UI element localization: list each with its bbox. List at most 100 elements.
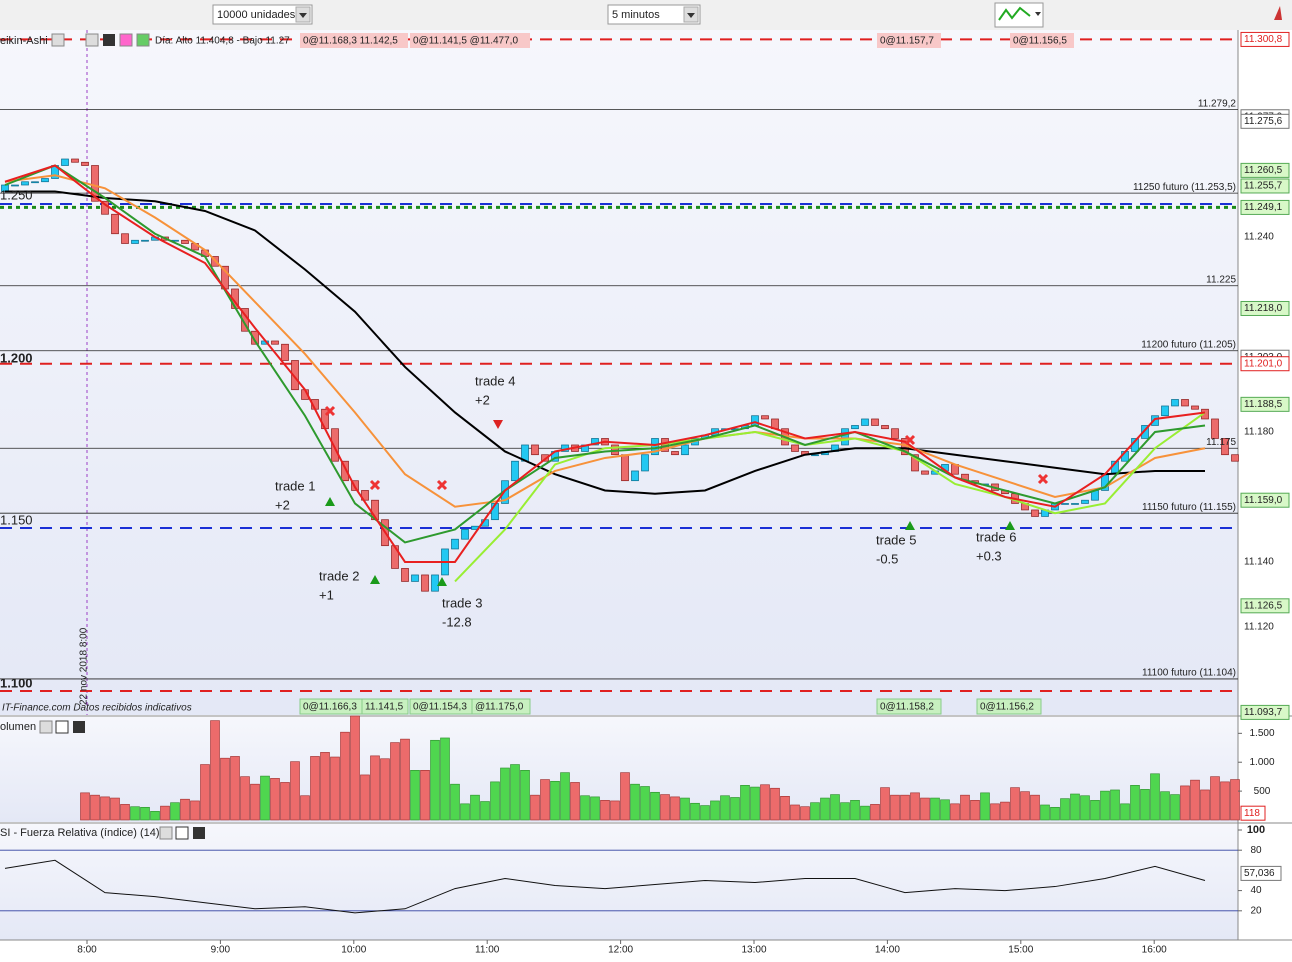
volume-bar (1200, 789, 1210, 821)
volume-bar (300, 795, 310, 821)
volume-bar (760, 784, 770, 821)
candle (1221, 438, 1229, 456)
price-tag (1240, 300, 1290, 316)
interval-text: 5 minutos (612, 9, 660, 21)
price-tag-text: 11.201,0 (1244, 358, 1283, 369)
quantity-select[interactable] (212, 4, 313, 25)
exit-markers (324, 405, 1049, 491)
candle (641, 454, 649, 472)
volume-bar (380, 758, 390, 821)
time-label: 14:00 (875, 945, 900, 956)
dropdown-arrow (1035, 12, 1041, 16)
trade-name: trade 3 (442, 595, 482, 610)
candle (891, 428, 899, 439)
volume-bar (500, 767, 510, 821)
time-label: 16:00 (1142, 945, 1167, 956)
order-button[interactable] (136, 33, 150, 47)
level-label: 11.279,2 (1198, 98, 1237, 109)
chart-icon (998, 6, 1031, 21)
sell-arrow (493, 420, 503, 429)
settings-button[interactable] (159, 826, 173, 840)
alert-button[interactable] (85, 33, 99, 47)
volume-bar (810, 802, 820, 821)
volume-bar (680, 797, 690, 821)
close-button[interactable] (103, 34, 115, 46)
volume-bar (1080, 795, 1090, 821)
volume-bar (1180, 785, 1190, 821)
price-tag (1240, 113, 1290, 129)
volume-bar (230, 756, 240, 821)
date-marker: 22 nov 2018 8:00 (79, 627, 90, 705)
window-button[interactable] (55, 720, 69, 734)
candle (1161, 405, 1169, 417)
price-tag (1240, 396, 1290, 412)
candle (141, 239, 149, 242)
volume-bar (690, 802, 700, 821)
candle (511, 460, 519, 482)
volume-bar (970, 800, 980, 821)
candle (431, 574, 439, 592)
order-tag[interactable] (877, 33, 941, 48)
order-tag[interactable] (471, 698, 531, 715)
volume-bar (940, 799, 950, 821)
candle (121, 233, 129, 244)
order-tag[interactable] (976, 698, 1042, 715)
order-tag[interactable] (1010, 33, 1074, 48)
time-label: 8:00 (77, 945, 97, 956)
order-tag[interactable] (300, 33, 408, 48)
volume-bar (660, 794, 670, 821)
volume-bar (990, 803, 1000, 821)
candle (41, 178, 49, 183)
close-button[interactable] (193, 827, 205, 839)
trade-name: trade 6 (976, 529, 1016, 544)
volume-bar (360, 774, 370, 821)
volume-bar (310, 756, 320, 821)
settings-button[interactable] (51, 33, 65, 47)
order-tag[interactable] (876, 698, 942, 715)
price-tag (1240, 199, 1290, 215)
volume-bar (1030, 794, 1040, 821)
volume-bar (490, 781, 500, 821)
price-tag (1240, 492, 1290, 508)
volume-bar (1230, 779, 1240, 821)
order-tag-text: 0@11.156,5 (1013, 36, 1067, 47)
volume-bar (270, 778, 280, 821)
volume-bar (330, 756, 340, 821)
level-label: 11150 futuro (11.155) (1142, 502, 1236, 513)
time-label: 10:00 (341, 945, 366, 956)
trade-name: trade 5 (876, 532, 916, 547)
candle (181, 239, 189, 244)
level-label: 11.225 (1206, 274, 1236, 285)
volume-bar (480, 801, 490, 821)
volume-bar (930, 797, 940, 821)
order-tag-text: 0@11.156,2 (980, 702, 1034, 713)
volume-bar (910, 792, 920, 821)
volume-bar (290, 761, 300, 821)
moving-average (4, 164, 1206, 544)
order-tag[interactable] (361, 698, 409, 715)
order-tag-text: 0@11.168,3 11.142,5 (303, 36, 398, 47)
y-tick-label: 40 (1250, 885, 1262, 896)
volume-bar (1060, 798, 1070, 821)
interval-select[interactable] (607, 4, 701, 25)
price-tag (1240, 162, 1290, 178)
candle (811, 454, 819, 457)
volume-bar (780, 796, 790, 821)
candle (341, 460, 349, 482)
order-tag[interactable] (410, 33, 530, 48)
candle (1211, 418, 1219, 439)
close-button[interactable] (73, 721, 85, 733)
candle (1141, 425, 1149, 439)
order-button[interactable] (119, 33, 133, 47)
window-button[interactable] (175, 826, 189, 840)
candle (401, 568, 409, 582)
volume-bar (130, 806, 140, 821)
price-tag (1240, 31, 1290, 47)
volume-bar (170, 802, 180, 821)
volume-bar (120, 804, 130, 821)
indicator-name: eikin-Ashi (0, 35, 48, 47)
settings-button[interactable] (39, 720, 53, 734)
candle (681, 444, 689, 456)
volume-bar (1010, 787, 1020, 821)
volume-bar (700, 805, 710, 821)
